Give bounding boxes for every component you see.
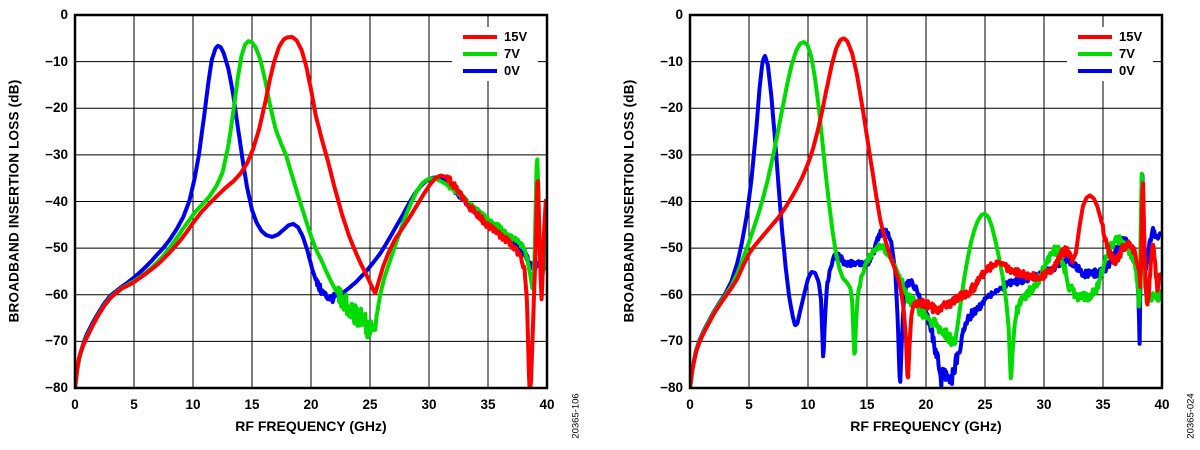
chart-insertion-loss-right: BROADBAND INSERTION LOSS (dB) RF FREQUEN… (615, 0, 1200, 450)
legend-row-15v: 15V (452, 29, 538, 45)
y-tick-label: −10 (45, 53, 68, 69)
legend-row-0v: 0V (1067, 63, 1153, 79)
x-axis-title: RF FREQUENCY (GHz) (850, 418, 1002, 434)
y-tick-label: −70 (660, 333, 683, 349)
figure-code: 20365-106 (570, 393, 582, 439)
y-tick-label: 0 (675, 7, 683, 22)
legend-swatch-0v (463, 69, 497, 74)
y-tick-label: −60 (45, 286, 68, 302)
legend-label: 0V (504, 63, 520, 79)
legend: 15V 7V 0V (452, 27, 538, 81)
legend-label: 7V (1119, 45, 1135, 61)
legend-label: 15V (504, 28, 528, 44)
y-tick-label: −30 (660, 146, 683, 162)
x-tick-label: 30 (1036, 397, 1052, 412)
x-tick-label: 0 (686, 397, 694, 412)
legend-swatch-7v (463, 51, 497, 56)
x-tick-label: 25 (977, 397, 993, 412)
y-axis-title: BROADBAND INSERTION LOSS (dB) (6, 79, 22, 323)
y-tick-label: −10 (660, 53, 683, 69)
legend-swatch-7v (1078, 51, 1112, 56)
y-axis-title: BROADBAND INSERTION LOSS (dB) (621, 79, 637, 323)
legend: 15V 7V 0V (1067, 27, 1153, 81)
y-tick-label: −30 (45, 146, 68, 162)
x-tick-label: 10 (185, 397, 201, 412)
figure-code: 20365-024 (1185, 393, 1197, 439)
y-tick-label: −40 (660, 193, 683, 209)
x-tick-label: 20 (303, 397, 319, 412)
x-tick-label: 5 (745, 397, 753, 412)
x-tick-label: 35 (1095, 397, 1111, 412)
y-tick-label: −80 (660, 380, 683, 395)
y-tick-label: 0 (60, 7, 68, 22)
x-tick-label: 10 (800, 397, 816, 412)
y-tick-label: −20 (45, 100, 68, 116)
y-tick-label: −70 (45, 333, 68, 349)
y-tick-label: −40 (45, 193, 68, 209)
legend-label: 7V (504, 45, 520, 61)
x-tick-label: 15 (244, 397, 260, 412)
x-tick-label: 30 (421, 397, 437, 412)
chart-insertion-loss-left: BROADBAND INSERTION LOSS (dB) RF FREQUEN… (6, 7, 582, 439)
legend-swatch-15v (1078, 34, 1112, 39)
y-tick-label: −50 (45, 240, 68, 256)
legend-row-7v: 7V (452, 46, 538, 62)
legend-label: 0V (1119, 63, 1135, 79)
x-tick-label: 5 (130, 397, 138, 412)
plot-area-right (688, 13, 1164, 390)
y-tick-label: −20 (660, 100, 683, 116)
series-line-15v (75, 35, 547, 388)
legend-row-0v: 0V (452, 63, 538, 79)
legend-label: 15V (1119, 28, 1143, 44)
x-axis-title: RF FREQUENCY (GHz) (235, 418, 387, 434)
legend-row-15v: 15V (1067, 29, 1153, 45)
x-tick-label: 40 (539, 397, 555, 412)
y-tick-label: −50 (660, 240, 683, 256)
series-line-7v (690, 40, 1162, 388)
plot-border (688, 13, 1164, 390)
x-tick-label: 20 (918, 397, 934, 412)
y-tick-label: −60 (660, 286, 683, 302)
x-tick-label: 40 (1154, 397, 1170, 412)
legend-swatch-15v (463, 34, 497, 39)
x-tick-label: 15 (859, 397, 875, 412)
x-tick-label: 0 (71, 397, 79, 412)
legend-row-7v: 7V (1067, 46, 1153, 62)
x-tick-label: 25 (362, 397, 378, 412)
x-tick-label: 35 (480, 397, 496, 412)
legend-swatch-0v (1078, 69, 1112, 74)
plot-border (73, 13, 549, 390)
y-tick-label: −80 (45, 380, 68, 395)
series-line-15v (690, 36, 1162, 388)
plot-area-left (73, 13, 549, 390)
